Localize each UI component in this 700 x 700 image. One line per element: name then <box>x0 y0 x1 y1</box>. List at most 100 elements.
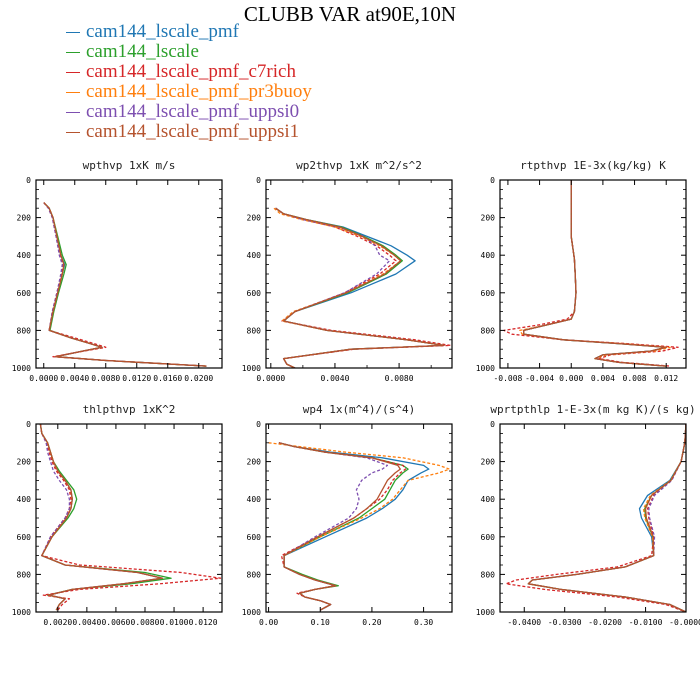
x-tick-label: 0.0080 <box>131 618 160 627</box>
y-tick-label: 200 <box>481 214 496 223</box>
series-line <box>275 207 445 368</box>
x-tick-label: -0.008 <box>493 374 522 383</box>
y-tick-label: 0 <box>490 420 495 429</box>
series-line <box>275 207 445 368</box>
series-group <box>273 207 452 368</box>
y-tick-label: 600 <box>481 533 496 542</box>
x-tick-label: -0.0300 <box>548 618 582 627</box>
y-tick-label: 0 <box>26 420 31 429</box>
series-line <box>519 180 671 367</box>
series-line <box>275 207 445 368</box>
legend-item: cam144_lscale <box>66 41 312 62</box>
x-tick-label: -0.004 <box>525 374 554 383</box>
series-line <box>43 202 207 367</box>
y-tick-label: 800 <box>481 326 496 335</box>
y-tick-label: 200 <box>247 458 262 467</box>
legend-label: cam144_lscale <box>86 41 199 62</box>
legend-swatch <box>66 131 80 133</box>
x-tick-label: 0.0000 <box>256 374 285 383</box>
legend-item: cam144_lscale_pmf_c7rich <box>66 61 312 82</box>
y-tick-label: 800 <box>17 570 32 579</box>
series-line <box>39 424 164 611</box>
y-tick-label: 800 <box>247 326 262 335</box>
y-tick-label: 400 <box>17 251 32 260</box>
series-line <box>527 424 686 612</box>
x-tick-label: -0.0100 <box>629 618 663 627</box>
y-tick-label: 0 <box>26 176 31 185</box>
y-tick-label: 800 <box>247 570 262 579</box>
panel-frame <box>265 179 453 369</box>
series-line <box>523 180 667 367</box>
legend-label: cam144_lscale_pmf_uppsi1 <box>86 121 300 142</box>
x-tick-label: 0.008 <box>623 374 647 383</box>
series-group <box>43 202 207 367</box>
legend-label: cam144_lscale_pmf_uppsi0 <box>86 101 300 122</box>
series-line <box>268 442 451 611</box>
legend-label: cam144_lscale_pmf <box>86 21 240 42</box>
legend-swatch <box>66 71 80 73</box>
y-tick-label: 0 <box>256 420 261 429</box>
x-tick-label: 0.10 <box>311 618 330 627</box>
legend-swatch <box>66 31 80 33</box>
x-tick-label: 0.0160 <box>153 374 182 383</box>
series-line <box>43 202 207 367</box>
x-tick-label: 0.0040 <box>320 374 349 383</box>
x-tick-label: 0.00 <box>259 618 278 627</box>
series-line <box>43 202 207 367</box>
x-tick-label: 0.0100 <box>160 618 189 627</box>
series-line <box>523 180 667 367</box>
legend-swatch <box>66 91 80 93</box>
panel-frame <box>499 179 687 369</box>
panel-title: wprtpthlp 1-E-3x(m kg K)/(s kg) <box>490 403 695 416</box>
y-tick-label: 600 <box>17 289 32 298</box>
y-tick-label: 1000 <box>476 364 495 373</box>
y-tick-label: 1000 <box>12 364 31 373</box>
series-line <box>523 180 667 367</box>
chart-panel: wprtpthlp 1-E-3x(m kg K)/(s kg) 0 200 400 60… <box>476 403 700 627</box>
series-group <box>505 424 686 612</box>
series-line <box>273 207 445 368</box>
x-tick-label: 0.20 <box>362 618 381 627</box>
x-tick-label: 0.0200 <box>184 374 213 383</box>
series-line <box>275 207 445 368</box>
x-tick-label: 0.30 <box>414 618 433 627</box>
legend: cam144_lscale_pmf cam144_lscale cam144_l… <box>66 21 312 142</box>
y-tick-label: 400 <box>247 251 262 260</box>
series-line <box>527 424 686 612</box>
legend-label: cam144_lscale_pmf_c7rich <box>86 61 296 82</box>
y-tick-label: 200 <box>17 214 32 223</box>
x-tick-label: -0.0200 <box>588 618 622 627</box>
x-tick-label: 0.000 <box>559 374 583 383</box>
legend-swatch <box>66 111 80 113</box>
legend-label: cam144_lscale_pmf_pr3buoy <box>86 81 312 102</box>
series-line <box>39 424 172 611</box>
y-tick-label: 800 <box>17 326 32 335</box>
series-line <box>43 202 207 367</box>
figure-title: CLUBB VAR at90E,10N <box>243 2 457 26</box>
series-line <box>503 180 679 367</box>
y-tick-label: 200 <box>247 214 262 223</box>
series-line <box>43 202 207 367</box>
x-tick-label: 0.0120 <box>122 374 151 383</box>
y-tick-label: 1000 <box>242 608 261 617</box>
y-tick-label: 600 <box>17 533 32 542</box>
x-tick-label: -0.0400 <box>507 618 541 627</box>
x-tick-label: 0.0020 <box>43 618 72 627</box>
y-tick-label: 1000 <box>12 608 31 617</box>
series-line <box>527 424 686 612</box>
chart-panel: wp2thvp 1xK m^2/s^2020040060080010000.00… <box>242 159 453 383</box>
series-group <box>268 442 451 611</box>
series-line <box>43 202 207 367</box>
x-tick-label: 0.0080 <box>385 374 414 383</box>
panel-title: rtpthvp 1E-3x(kg/kg) K <box>520 159 666 172</box>
y-tick-label: 200 <box>17 458 32 467</box>
legend-item: cam144_lscale_pmf_uppsi0 <box>66 101 312 122</box>
y-tick-label: 600 <box>247 289 262 298</box>
legend-item: cam144_lscale_pmf_uppsi1 <box>66 121 312 142</box>
panel-title: wp4 1x(m^4)/(s^4) <box>303 403 416 416</box>
panel-title: wpthvp 1xK m/s <box>83 159 176 172</box>
